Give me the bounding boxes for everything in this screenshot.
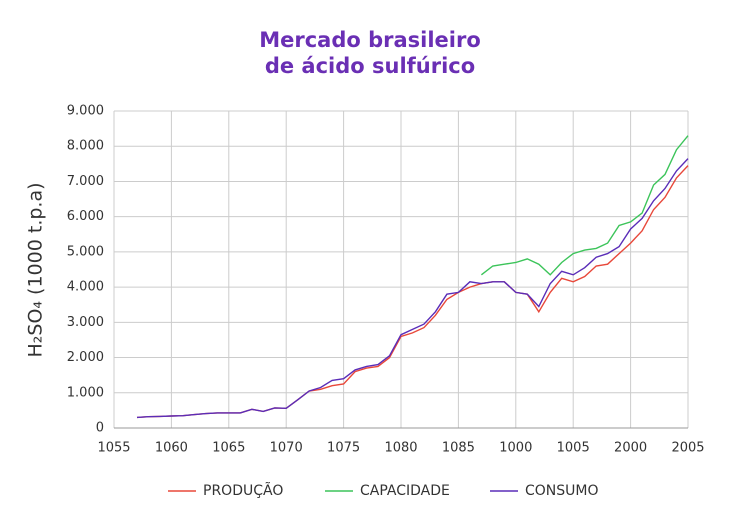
chart-title: de ácido sulfúrico [265,54,475,78]
x-tick-label: 1055 [97,441,130,456]
legend-label: PRODUÇÃO [203,482,283,499]
chart-title: Mercado brasileiro [259,28,481,52]
y-tick-label: 2.000 [67,350,104,365]
y-tick-label: 9.000 [67,104,104,119]
x-tick-label: 1080 [384,441,417,456]
y-tick-label: 0 [96,421,104,436]
y-tick-label: 7.000 [67,174,104,189]
y-tick-label: 6.000 [67,209,104,224]
y-tick-label: 4.000 [67,280,104,295]
x-tick-label: 1060 [155,441,188,456]
x-tick-label: 1070 [270,441,303,456]
y-tick-label: 3.000 [67,315,104,330]
series-line [136,158,689,419]
x-tick-label: 1065 [212,441,245,456]
y-tick-label: 8.000 [67,139,104,154]
y-axis-label: H₂SO₄ (1000 t.p.a) [25,182,47,357]
x-tick-label: 1005 [557,441,590,456]
series-line [480,135,689,276]
y-tick-label: 1.000 [67,385,104,400]
x-tick-label: 1000 [499,441,532,456]
x-tick-label: 1085 [442,441,475,456]
x-tick-label: 2000 [614,441,647,456]
legend-label: CAPACIDADE [360,483,450,499]
y-tick-label: 5.000 [67,244,104,259]
x-tick-label: 1075 [327,441,360,456]
legend-label: CONSUMO [525,483,599,499]
x-tick-label: 2005 [671,441,704,456]
series-line [136,165,689,419]
